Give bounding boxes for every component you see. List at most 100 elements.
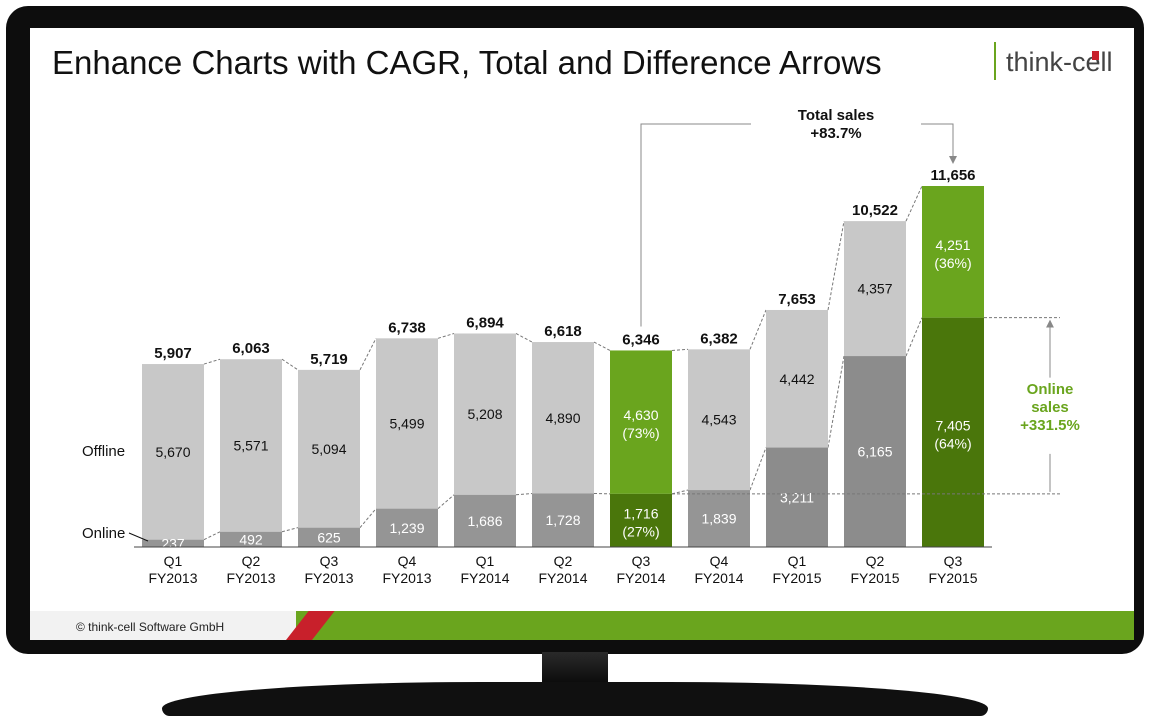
- x-tick-label-quarter: Q4: [398, 553, 417, 569]
- x-tick-label-quarter: Q1: [164, 553, 183, 569]
- x-tick-label-quarter: Q3: [320, 553, 339, 569]
- x-tick-label-quarter: Q2: [554, 553, 573, 569]
- connector-line-total: [827, 221, 845, 311]
- x-tick-label-quarter: Q1: [788, 553, 807, 569]
- x-tick-label-year: FY2013: [148, 570, 197, 586]
- legend-offline: Offline: [82, 443, 125, 460]
- total-arrow-right-leg: [921, 123, 957, 164]
- connector-line-online: [203, 531, 221, 541]
- data-label-total: 5,719: [310, 351, 348, 368]
- bar-offline: [298, 369, 360, 528]
- total-arrow-value: +83.7%: [810, 125, 861, 142]
- x-tick-label-quarter: Q1: [476, 553, 495, 569]
- connector-line-online: [827, 355, 845, 448]
- data-label-online: 6,165: [857, 444, 892, 460]
- data-label-offline: 5,670: [155, 444, 190, 460]
- x-tick-label-year: FY2013: [226, 570, 275, 586]
- difference-arrow-value: +331.5%: [1020, 417, 1080, 434]
- total-arrow-left-leg: [640, 123, 751, 327]
- x-tick-label-year: FY2015: [772, 570, 821, 586]
- connector-line-online: [359, 508, 377, 528]
- data-label-online-share: (27%): [622, 523, 659, 539]
- data-label-offline: 4,890: [545, 410, 580, 426]
- data-label-total: 6,346: [622, 331, 660, 348]
- connector-line-total: [359, 338, 377, 371]
- connector-line-online: [281, 527, 299, 533]
- bar-offline: [922, 186, 984, 318]
- legend-online: Online: [82, 525, 125, 542]
- data-label-online-share: (64%): [934, 435, 971, 451]
- bar-offline: [454, 333, 516, 495]
- data-label-offline: 5,208: [467, 406, 502, 422]
- data-label-total: 6,618: [544, 323, 582, 340]
- stacked-bar-chart: 5,9075,670237Q1FY20136,0635,571492Q2FY20…: [82, 107, 1080, 586]
- connector-line-total: [749, 309, 767, 350]
- data-label-total: 6,063: [232, 340, 270, 357]
- bar-offline: [610, 350, 672, 494]
- x-tick-label-year: FY2013: [304, 570, 353, 586]
- bar-online: [922, 317, 984, 547]
- connector-line-total: [593, 341, 611, 351]
- x-tick-label-quarter: Q4: [710, 553, 729, 569]
- x-tick-label-quarter: Q2: [242, 553, 261, 569]
- data-label-online: 1,728: [545, 512, 580, 528]
- x-tick-label-year: FY2014: [694, 570, 743, 586]
- bar-online: [376, 508, 438, 547]
- monitor-stand-base: [162, 682, 988, 716]
- data-label-offline: 4,630: [623, 407, 658, 423]
- bar-online: [142, 539, 204, 547]
- data-label-offline: 4,543: [701, 412, 736, 428]
- connector-line-total: [515, 333, 533, 343]
- footer-green-band: [296, 611, 1134, 640]
- data-label-total: 7,653: [778, 291, 816, 308]
- bar-online: [844, 356, 906, 547]
- x-tick-label-year: FY2014: [538, 570, 587, 586]
- bar-offline: [688, 349, 750, 491]
- connector-line-online: [905, 317, 923, 357]
- x-tick-label-year: FY2014: [616, 570, 665, 586]
- data-label-online: 7,405: [935, 417, 970, 433]
- data-label-offline: 4,442: [779, 371, 814, 387]
- bar-online: [454, 494, 516, 547]
- connector-line-online: [671, 489, 689, 495]
- data-label-offline: 4,251: [935, 237, 970, 253]
- x-tick-label-quarter: Q2: [866, 553, 885, 569]
- data-label-online: 1,716: [623, 505, 658, 521]
- logo-mark-icon: [1092, 51, 1099, 60]
- data-label-online: 3,211: [780, 489, 814, 505]
- data-label-online: 1,686: [467, 513, 502, 529]
- bar-online: [766, 447, 828, 547]
- bar-online: [532, 493, 594, 547]
- bar-online: [298, 527, 360, 547]
- monitor-bezel: Enhance Charts with CAGR, Total and Diff…: [6, 6, 1144, 654]
- bar-offline: [220, 359, 282, 532]
- x-tick-label-quarter: Q3: [944, 553, 963, 569]
- data-label-online: 625: [317, 529, 341, 545]
- bar-offline: [844, 221, 906, 357]
- connector-line-online: [749, 447, 767, 491]
- data-label-offline: 5,571: [233, 437, 268, 453]
- data-label-offline-share: (73%): [622, 425, 659, 441]
- data-label-offline-share: (36%): [934, 255, 971, 271]
- bar-offline: [142, 364, 204, 540]
- x-tick-label-year: FY2015: [928, 570, 977, 586]
- bar-offline: [376, 338, 438, 509]
- data-label-total: 11,656: [930, 167, 975, 184]
- connector-line-total: [203, 358, 221, 365]
- footer-left-band: [30, 611, 315, 640]
- data-label-offline: 5,094: [311, 441, 346, 457]
- slide: Enhance Charts with CAGR, Total and Diff…: [30, 28, 1134, 640]
- bar-offline: [532, 342, 594, 494]
- data-label-online: 1,239: [389, 520, 424, 536]
- connector-line-online: [437, 494, 455, 510]
- connector-line-online: [515, 492, 533, 496]
- total-arrow-label: Total sales: [798, 107, 874, 124]
- x-tick-label-quarter: Q3: [632, 553, 651, 569]
- data-label-total: 10,522: [852, 202, 898, 219]
- connector-line-total: [671, 348, 689, 351]
- copyright-text: © think-cell Software GmbH: [76, 620, 225, 634]
- data-label-online: 492: [239, 531, 263, 547]
- data-label-online: 237: [161, 535, 185, 551]
- data-label-online: 1,839: [701, 511, 736, 527]
- data-label-offline: 4,357: [857, 281, 892, 297]
